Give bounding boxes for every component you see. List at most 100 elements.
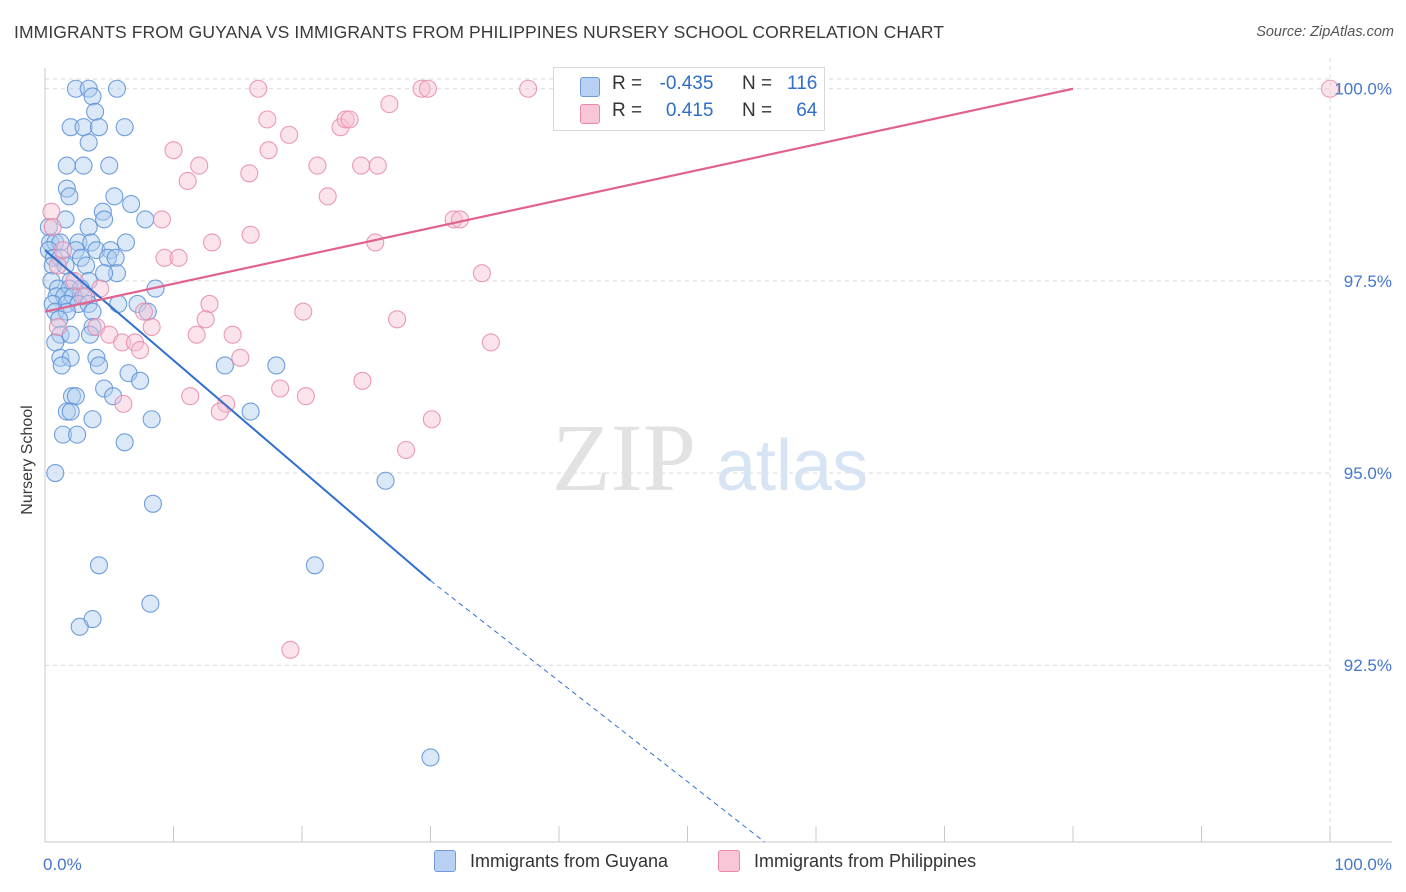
philippines-point — [231, 348, 250, 367]
guyana-point — [105, 187, 124, 206]
n-label: N = — [741, 73, 773, 94]
philippines-point — [1320, 79, 1340, 98]
guyana-point — [57, 156, 76, 175]
philippines-point — [113, 333, 132, 352]
guyana-point — [267, 356, 286, 375]
philippines-point — [380, 95, 399, 114]
guyana-point — [98, 248, 118, 267]
philippines-point — [412, 79, 431, 98]
philippines-point — [258, 110, 277, 129]
guyana-point — [53, 425, 73, 444]
philippines-point — [169, 248, 188, 267]
guyana-point — [83, 302, 102, 321]
guyana-point — [115, 118, 134, 137]
philippines-point — [336, 110, 355, 129]
guyana-point — [136, 210, 155, 229]
n-value: 64 — [796, 100, 818, 121]
guyana-point — [52, 356, 71, 375]
y-tick-label: 95.0% — [1344, 464, 1392, 483]
r-value: -0.435 — [659, 73, 714, 94]
r-label: R = — [612, 100, 643, 121]
philippines-point — [271, 379, 290, 398]
guyana-point — [74, 156, 93, 175]
philippines-point — [91, 279, 110, 298]
n-value: 116 — [787, 73, 818, 94]
guyana-point — [46, 333, 65, 352]
guyana-point — [80, 325, 100, 344]
guyana-point — [100, 156, 119, 175]
philippines-point — [259, 141, 278, 160]
philippines-point — [152, 210, 171, 229]
philippines-point — [318, 187, 337, 206]
guyana-point — [79, 133, 98, 152]
philippines-point — [472, 264, 491, 283]
philippines-point — [249, 79, 268, 98]
philippines-point — [223, 325, 242, 344]
guyana-point — [131, 371, 150, 390]
philippines-point — [190, 156, 209, 175]
philippines-point — [43, 218, 62, 237]
x-tick-label: 100.0% — [1334, 855, 1392, 874]
guyana-point — [376, 471, 395, 490]
watermark: ZIP atlas — [552, 404, 868, 511]
philippines-point — [481, 333, 500, 352]
philippines-point — [519, 79, 538, 98]
guyana-point — [93, 202, 112, 221]
philippines-point — [340, 110, 359, 129]
guyana-point — [89, 118, 109, 137]
guyana-point — [215, 356, 234, 375]
philippines-point — [352, 156, 371, 175]
guyana-trendline-extension — [430, 580, 765, 843]
philippines-point — [397, 440, 416, 460]
philippines-point — [294, 302, 313, 321]
guyana-point — [79, 218, 98, 237]
philippines-point — [48, 317, 67, 337]
guyana-point — [106, 248, 125, 267]
philippines-point — [280, 125, 299, 144]
tick-labels: 92.5% 95.0% 97.5% 100.0% 0.0% 100.0% — [43, 80, 1392, 874]
guyana-point — [83, 87, 102, 106]
philippines-point — [281, 640, 300, 659]
guyana-point — [305, 556, 324, 575]
legend-item-guyana: Immigrants from Guyana — [434, 850, 668, 872]
guyana-point — [142, 410, 161, 429]
legend-label-philippines: Immigrants from Philippines — [754, 850, 977, 871]
philippines-swatch — [580, 104, 600, 124]
guyana-point — [86, 102, 105, 121]
y-tick-label: 100.0% — [1334, 80, 1392, 99]
guyana-point — [107, 79, 127, 98]
philippines-point — [196, 310, 215, 329]
guyana-point — [74, 118, 93, 137]
philippines-point — [53, 241, 73, 260]
legend-label-guyana: Immigrants from Guyana — [470, 850, 669, 871]
guyana-point — [51, 348, 70, 367]
trend-layer — [44, 87, 1074, 843]
guyana-point — [39, 218, 58, 237]
guyana-point — [143, 494, 162, 513]
guyana-point — [241, 402, 260, 421]
guyana-point — [57, 402, 76, 421]
philippines-point — [308, 156, 327, 175]
guyana-legend-swatch — [434, 850, 456, 872]
guyana-point — [116, 233, 136, 252]
philippines-point — [368, 156, 387, 175]
philippines-point — [65, 271, 84, 290]
stats-legend: R = -0.435 N = 116 R = 0.415 N = 64 — [553, 67, 825, 131]
guyana-point — [83, 410, 102, 429]
chart-title: IMMIGRANTS FROM GUYANA VS IMMIGRANTS FRO… — [14, 22, 945, 42]
guyana-point — [66, 79, 85, 98]
philippines-point — [142, 317, 161, 337]
watermark-zip: ZIP — [552, 404, 696, 511]
guyana-point — [138, 302, 157, 321]
guyana-swatch — [580, 77, 600, 97]
guyana-point — [122, 194, 141, 214]
r-label: R = — [612, 73, 643, 94]
philippines-point — [200, 294, 219, 314]
philippines-point — [134, 302, 153, 321]
guyana-point — [128, 294, 147, 314]
guyana-point — [46, 464, 65, 483]
guyana-point — [77, 256, 96, 275]
philippines-point — [296, 387, 315, 406]
philippines-point — [42, 202, 61, 221]
